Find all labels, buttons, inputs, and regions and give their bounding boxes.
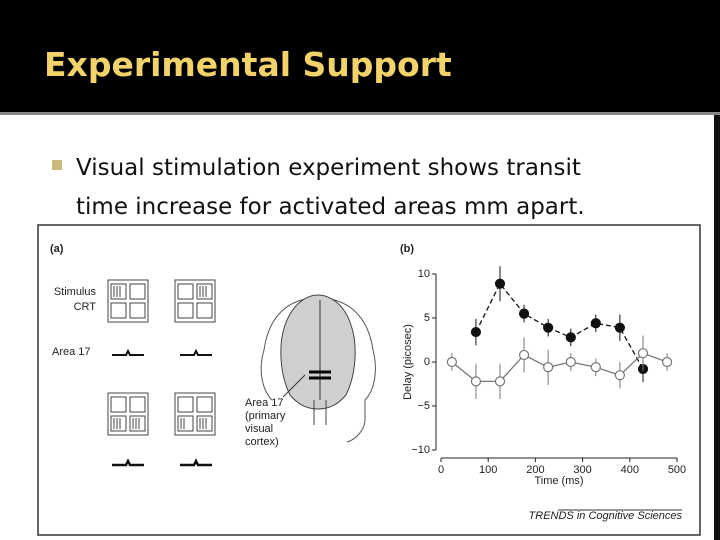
slide-title: Experimental Support: [44, 45, 452, 84]
y-tick-label: −10: [411, 444, 430, 456]
data-point: [494, 376, 506, 387]
data-point: [614, 370, 625, 381]
bullet-marker: [52, 160, 62, 170]
data-point: [590, 362, 601, 373]
data-point: [494, 278, 506, 289]
data-point: [661, 356, 673, 368]
title-rule: [0, 112, 720, 115]
y-tick-label: 5: [424, 312, 430, 324]
data-point: [565, 356, 576, 368]
data-point: [470, 326, 482, 338]
series-line: [451, 352, 668, 383]
x-tick-label: 300: [573, 464, 591, 476]
y-tick-label: −5: [417, 400, 430, 412]
stimulus-label: CRT: [74, 301, 97, 313]
area-label: Area 17: [52, 346, 91, 358]
y-axis-title: Delay (picosec): [402, 324, 414, 400]
x-tick-label: 0: [438, 464, 444, 476]
data-point: [543, 322, 554, 333]
right-edge: [714, 115, 720, 540]
data-point: [470, 376, 482, 387]
cortex-label: visual: [245, 423, 273, 435]
y-tick-label: 0: [424, 356, 430, 368]
panel-a: (a) Stimulus CRT Area 17 Area 17 (primar…: [50, 243, 376, 467]
stimulus-grid: [107, 279, 216, 436]
credit: TRENDS in Cognitive Sciences: [529, 510, 683, 522]
data-point: [565, 332, 576, 343]
bullet-line: time increase for activated areas mm apa…: [76, 194, 585, 220]
x-tick-label: 100: [479, 464, 497, 476]
y-tick-label: 10: [418, 268, 430, 280]
x-tick-label: 400: [621, 464, 639, 476]
panel-label: (a): [50, 243, 64, 255]
cortex-label: cortex): [245, 436, 279, 448]
x-tick-label: 500: [668, 464, 686, 476]
cortex-label: (primary: [245, 410, 286, 422]
stimulus-label: Stimulus: [54, 286, 97, 298]
cortex-label: Area 17: [245, 397, 284, 409]
panel-label: (b): [400, 243, 414, 255]
data-point: [446, 356, 457, 368]
data-point: [518, 308, 530, 319]
bullet-line: Visual stimulation experiment shows tran…: [76, 155, 581, 181]
figure-frame: [37, 224, 701, 536]
data-point: [518, 349, 530, 361]
x-axis-title: Time (ms): [534, 475, 583, 487]
data-point: [637, 348, 649, 359]
title-band: [0, 0, 720, 112]
data-point: [614, 322, 625, 333]
x-tick-label: 200: [526, 464, 544, 476]
data-point: [543, 362, 554, 373]
data-point: [590, 318, 601, 329]
cortex-response: [112, 348, 212, 467]
